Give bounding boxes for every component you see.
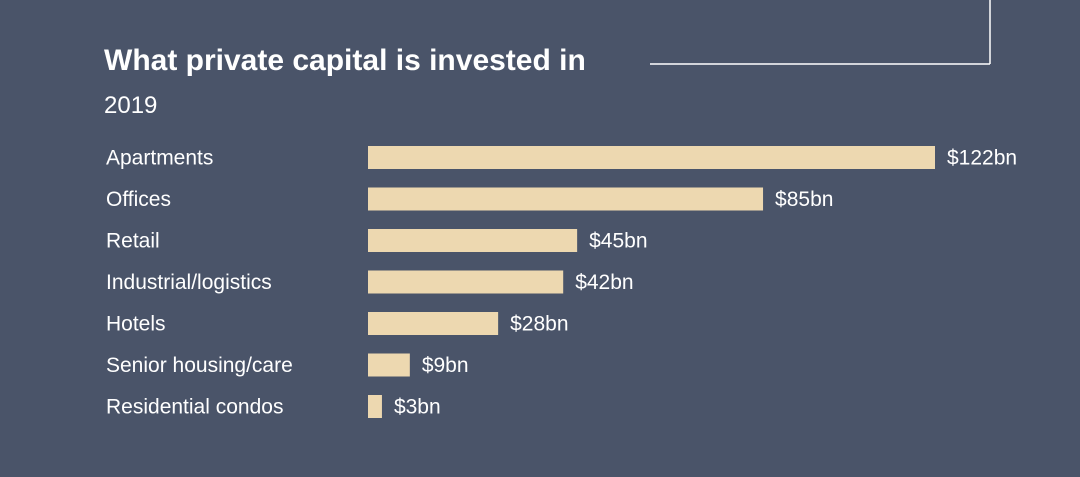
- bar: [368, 395, 382, 418]
- value-label: $45bn: [589, 230, 647, 253]
- value-label: $122bn: [947, 147, 1017, 170]
- value-label: $28bn: [510, 313, 568, 336]
- category-label: Offices: [106, 188, 171, 211]
- category-label: Senior housing/care: [106, 354, 293, 377]
- category-label: Apartments: [106, 147, 213, 170]
- bar: [368, 146, 935, 169]
- category-label: Hotels: [106, 313, 166, 336]
- category-label: Industrial/logistics: [106, 271, 272, 294]
- bar: [368, 229, 578, 252]
- bar: [368, 187, 764, 211]
- bar: [368, 312, 499, 335]
- bar: [368, 353, 410, 377]
- value-label: $42bn: [575, 271, 633, 294]
- value-label: $3bn: [394, 396, 441, 419]
- chart-title: What private capital is invested in: [104, 44, 586, 77]
- category-label: Residential condos: [106, 396, 283, 419]
- value-label: $85bn: [775, 188, 833, 211]
- bar: [368, 270, 564, 294]
- category-label: Retail: [106, 230, 160, 253]
- chart-subtitle: 2019: [104, 92, 158, 119]
- value-label: $9bn: [422, 354, 469, 377]
